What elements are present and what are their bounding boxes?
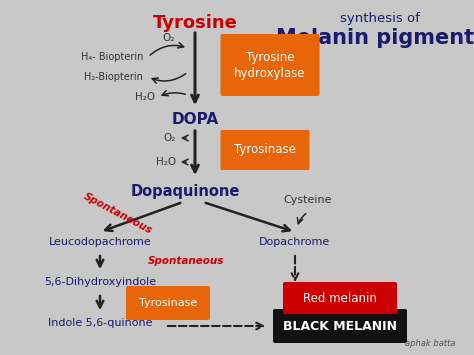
Text: Cysteine: Cysteine [284,195,332,205]
Text: Leucodopachrome: Leucodopachrome [49,237,151,247]
FancyBboxPatch shape [220,130,310,170]
Text: Tyrosine
hydroxylase: Tyrosine hydroxylase [234,50,306,80]
Text: O₂: O₂ [164,133,176,143]
Text: 5,6-Dihydroxyindole: 5,6-Dihydroxyindole [44,277,156,287]
FancyBboxPatch shape [283,282,397,314]
Text: Indole 5,6-quinone: Indole 5,6-quinone [48,318,152,328]
FancyBboxPatch shape [220,34,319,96]
Text: Spontaneous: Spontaneous [82,192,154,236]
Text: Tyrosinase: Tyrosinase [234,143,296,157]
Text: H₂O: H₂O [156,157,176,167]
Text: H₂-Biopterin: H₂-Biopterin [84,72,143,82]
Text: Dopachrome: Dopachrome [259,237,331,247]
Text: H₄- Biopterin: H₄- Biopterin [81,52,143,62]
Text: Red melanin: Red melanin [303,291,377,305]
Text: H₂O: H₂O [135,92,155,102]
Text: Spontaneous: Spontaneous [148,256,224,266]
FancyBboxPatch shape [126,286,210,320]
Text: aphak batta: aphak batta [405,339,455,348]
Text: DOPA: DOPA [172,112,219,127]
Text: O₂: O₂ [163,33,175,43]
Text: Dopaquinone: Dopaquinone [130,184,240,199]
Text: Tyrosinase: Tyrosinase [139,298,197,308]
FancyBboxPatch shape [273,309,407,343]
Text: synthesis of: synthesis of [340,12,420,25]
Text: BLACK MELANIN: BLACK MELANIN [283,320,397,333]
Text: Tyrosine: Tyrosine [153,14,237,32]
Text: Melanin pigment: Melanin pigment [276,28,474,48]
